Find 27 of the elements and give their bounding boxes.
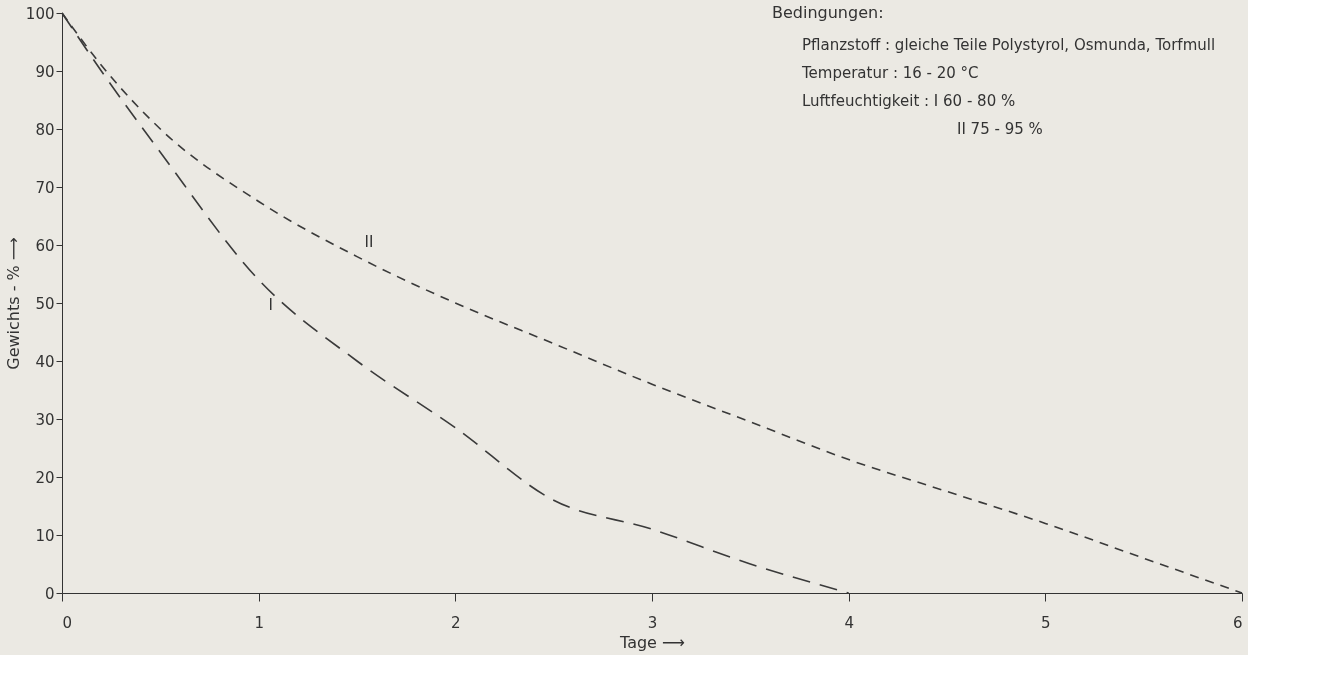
y-tick-label: 30	[35, 410, 55, 429]
annotation: Temperatur : 16 - 20 °C	[801, 64, 979, 82]
y-tick-label: 0	[44, 584, 55, 603]
x-tick-label: 5	[1041, 613, 1051, 632]
y-tick-label: 10	[35, 526, 55, 545]
x-tick-label: 6	[1232, 613, 1243, 632]
x-tick-label: 0	[62, 613, 73, 632]
chart-title: Bedingungen:	[772, 3, 884, 22]
annotation: Pflanzstoff : gleiche Teile Polystyrol, Osmunda, Torfmull	[802, 36, 1216, 54]
y-tick-label: 40	[35, 352, 55, 371]
y-tick-label: 70	[35, 178, 55, 197]
y-tick-label: 50	[35, 294, 55, 313]
y-tick-label: 100	[25, 4, 55, 23]
y-tick-label: 20	[35, 468, 55, 487]
series-label: I	[268, 295, 273, 314]
y-tick-label: 90	[35, 62, 55, 81]
x-tick-label: 2	[451, 613, 461, 632]
annotation: Luftfeuchtigkeit : I 60 - 80 %	[802, 92, 1016, 110]
x-tick-label: 3	[647, 613, 658, 632]
x-tick-label: 4	[844, 613, 854, 632]
y-tick-label: 80	[35, 120, 55, 139]
x-axis-title: Tage ⟶	[619, 632, 686, 652]
series-label: II	[364, 232, 374, 251]
y-axis-title: Gewichts - % ⟶	[3, 237, 23, 370]
x-tick-label: 1	[254, 613, 264, 632]
y-tick-label: 60	[35, 236, 55, 255]
annotation: II 75 - 95 %	[957, 120, 1043, 138]
